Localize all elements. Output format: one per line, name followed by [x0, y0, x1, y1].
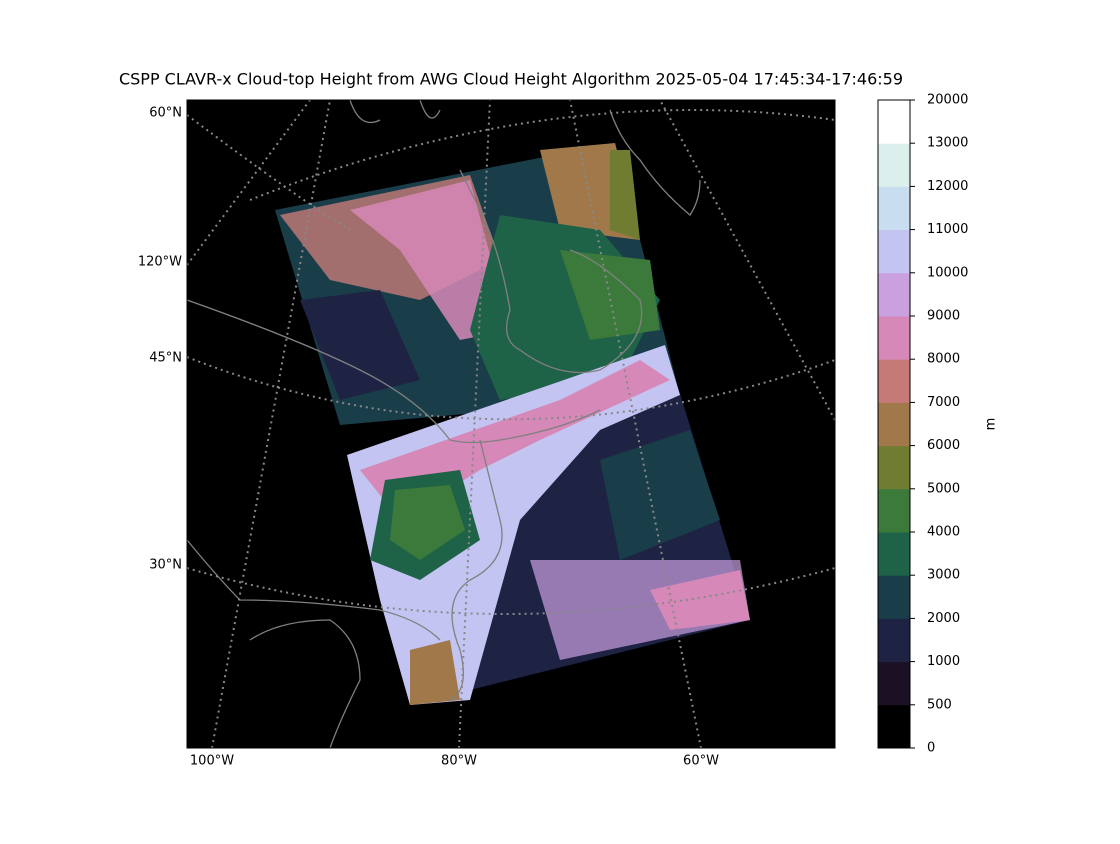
colorbar-tick-label: 0 — [927, 741, 935, 756]
colorbar-tick-label: 3000 — [927, 568, 960, 583]
colorbar-bin — [878, 143, 910, 187]
colorbar-bin — [878, 445, 910, 490]
colorbar: m 0 500 1000 2000 3000 4000 5000 6000 7000 8000 90… — [877, 93, 999, 756]
colorbar-frame — [877, 99, 911, 749]
colorbar-tick-label: 13000 — [927, 136, 968, 151]
colorbar-tick-label: 11000 — [927, 222, 968, 237]
lon-label: 60°W — [683, 754, 719, 769]
colorbar-bin — [878, 100, 910, 144]
colorbar-bin — [878, 488, 910, 533]
colorbar-bin — [878, 704, 910, 749]
lat-label: 45°N — [149, 351, 182, 366]
lat-label: 60°N — [149, 106, 182, 121]
map: 60°N 120°W 45°N 30°N 100°W 80°W 60°W — [138, 99, 836, 769]
colorbar-tick-label: 6000 — [927, 438, 960, 453]
lon-label: 100°W — [190, 754, 234, 769]
colorbar-bin — [878, 618, 910, 663]
colorbar-bin — [878, 229, 910, 274]
colorbar-bin — [878, 272, 910, 317]
colorbar-tick-label: 5000 — [927, 481, 960, 496]
colorbar-tick-label: 9000 — [927, 309, 960, 324]
colorbar-tick-label: 12000 — [927, 179, 968, 194]
colorbar-bin — [878, 316, 910, 360]
title: CSPP CLAVR-x Cloud-top Height from AWG C… — [119, 70, 903, 89]
lon-label: 80°W — [441, 754, 477, 769]
colorbar-bin — [878, 186, 910, 231]
colorbar-bin — [878, 532, 910, 576]
graticule — [187, 100, 835, 748]
colorbar-tick-label: 2000 — [927, 611, 960, 626]
coastlines — [187, 100, 701, 748]
colorbar-bin — [878, 661, 910, 706]
colorbar-tick-label: 7000 — [927, 395, 960, 410]
colorbar-tick-label: 20000 — [927, 93, 968, 108]
colorbar-tick-label: 8000 — [927, 352, 960, 367]
upper-swath — [275, 143, 680, 425]
colorbar-tick-label: 500 — [927, 697, 952, 712]
map-frame — [186, 99, 836, 749]
colorbar-bin — [878, 575, 910, 619]
colorbar-bin — [878, 402, 910, 447]
lat-label: 30°N — [149, 558, 182, 573]
colorbar-bin — [878, 359, 910, 403]
lon-label: 120°W — [138, 255, 182, 270]
colorbar-tick-label: 1000 — [927, 654, 960, 669]
colorbar-label: m — [984, 418, 999, 431]
colorbar-tick-label: 4000 — [927, 525, 960, 540]
colorbar-tick-label: 10000 — [927, 265, 968, 280]
lower-swath — [347, 345, 750, 705]
